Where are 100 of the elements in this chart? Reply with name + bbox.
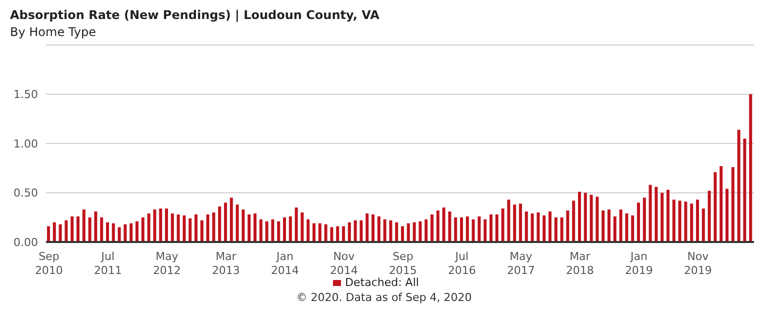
bar [560, 217, 564, 242]
bar [507, 200, 510, 242]
bar [743, 138, 746, 242]
bar [224, 202, 227, 242]
x-tick-label: Jan 2014 [270, 250, 299, 277]
bar [300, 212, 304, 242]
bar [660, 192, 664, 242]
bar [70, 216, 74, 242]
bar [306, 219, 310, 242]
bar [383, 219, 386, 242]
bar [265, 221, 268, 242]
bar [336, 226, 340, 242]
bar [584, 192, 587, 242]
bar [648, 184, 652, 242]
bar [366, 213, 369, 242]
bar [484, 219, 487, 242]
bar [613, 216, 616, 242]
bar [318, 223, 322, 242]
bar [112, 223, 115, 242]
bar [64, 220, 68, 242]
bar [395, 222, 398, 242]
bar [259, 219, 262, 242]
bar [714, 172, 717, 242]
bar [684, 202, 688, 242]
bar [737, 130, 740, 242]
bar [342, 226, 345, 242]
y-tick-label: 0.00 [14, 236, 38, 249]
bar [430, 214, 434, 242]
bar [200, 220, 204, 242]
bar [442, 208, 446, 242]
bar [495, 214, 498, 242]
bar [708, 190, 711, 242]
x-tick-label: Jul 2016 [448, 250, 476, 277]
bar [106, 222, 109, 242]
bar [672, 200, 676, 242]
x-tick-label: Sep 2010 [34, 250, 63, 277]
bar [554, 217, 558, 242]
bar [424, 219, 428, 242]
bar [631, 215, 634, 242]
bar [242, 209, 245, 242]
bar [182, 215, 186, 242]
bar [118, 227, 121, 242]
bar [401, 226, 404, 242]
bar [82, 209, 86, 242]
bar [578, 192, 581, 242]
bar [590, 194, 593, 242]
bar [389, 220, 392, 242]
bar [330, 227, 334, 242]
bar [283, 217, 286, 242]
bar [454, 217, 458, 242]
x-tick-label: Mar 2013 [212, 250, 240, 277]
bar [277, 221, 280, 242]
bar [372, 214, 374, 242]
bar [76, 216, 80, 242]
bar [348, 222, 351, 242]
x-tick-label: Mar 2018 [566, 250, 594, 277]
x-tick-label: Sep 2015 [388, 250, 417, 277]
bar [170, 213, 174, 242]
bar [165, 208, 168, 242]
bar [254, 213, 256, 242]
bar [566, 210, 570, 242]
bar [176, 214, 180, 242]
bar [100, 217, 104, 242]
bar [678, 200, 682, 242]
bar [596, 196, 599, 242]
bar [141, 217, 144, 242]
bar [124, 224, 127, 242]
bar [206, 214, 210, 242]
bar [536, 212, 540, 242]
bar [602, 210, 605, 242]
legend-label: Detached: All [345, 276, 419, 289]
x-tick-label: Jan 2019 [624, 250, 653, 277]
bar [294, 208, 298, 242]
bar [153, 209, 156, 242]
bar [236, 204, 239, 242]
bar [47, 226, 50, 242]
bar [726, 188, 728, 242]
y-tick-label: 1.50 [14, 88, 38, 102]
bar [188, 218, 192, 242]
x-tick-label: Nov 2019 [684, 250, 712, 277]
bar [159, 208, 162, 242]
bar [406, 223, 410, 242]
bar [212, 212, 216, 242]
bar [608, 209, 610, 242]
bar [324, 224, 328, 242]
y-tick-label: 0.50 [14, 186, 38, 200]
bar [490, 214, 492, 242]
x-tick-label: May 2017 [506, 250, 535, 277]
bar [572, 200, 576, 242]
bar [354, 220, 357, 242]
bar [519, 204, 522, 242]
text: © 2020. Data as of Sep 4, 2020 [295, 291, 473, 304]
bar [130, 223, 133, 242]
bar [702, 208, 705, 242]
bar [194, 214, 198, 242]
bar [619, 209, 622, 242]
bar [460, 217, 463, 242]
bar [654, 186, 658, 242]
x-tick-label: Jul 2011 [94, 250, 122, 277]
bar [542, 215, 546, 242]
